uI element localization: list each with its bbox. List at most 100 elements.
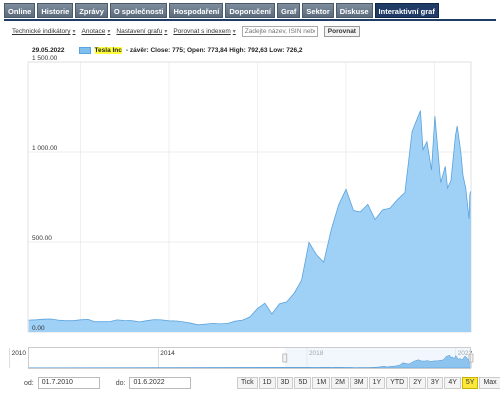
data-point[interactable] (367, 203, 369, 205)
data-point[interactable] (197, 324, 199, 326)
data-point[interactable] (352, 209, 354, 211)
data-point[interactable] (456, 125, 458, 127)
data-point[interactable] (426, 141, 428, 143)
from-date-input[interactable]: 01.7.2010 (37, 377, 100, 389)
data-point[interactable] (308, 241, 310, 243)
data-point[interactable] (300, 279, 302, 281)
data-point[interactable] (123, 319, 125, 321)
data-point[interactable] (145, 319, 147, 321)
data-point[interactable] (182, 321, 184, 323)
range-button-2m[interactable]: 2M (331, 377, 349, 389)
data-point[interactable] (419, 109, 421, 111)
data-point[interactable] (315, 254, 317, 256)
data-point[interactable] (50, 318, 52, 320)
to-date-input[interactable]: 01.6.2022 (129, 377, 192, 389)
range-button-3d[interactable]: 3D (276, 377, 294, 389)
data-point[interactable] (131, 319, 133, 321)
data-point[interactable] (389, 207, 391, 209)
navigator-right-handle[interactable] (468, 353, 474, 363)
data-point[interactable] (79, 319, 81, 321)
tab-historie[interactable]: Historie (37, 3, 74, 18)
range-button-4y[interactable]: 4Y (444, 377, 461, 389)
data-point[interactable] (94, 321, 96, 323)
annotation-menu[interactable]: Anotace ▾ (82, 28, 111, 35)
data-point[interactable] (35, 319, 37, 321)
data-point[interactable] (381, 209, 383, 211)
data-point[interactable] (278, 303, 280, 305)
data-point[interactable] (450, 180, 452, 182)
data-point[interactable] (138, 321, 140, 323)
data-point[interactable] (87, 318, 89, 320)
data-point[interactable] (396, 199, 398, 201)
data-point[interactable] (323, 261, 325, 263)
range-button-3y[interactable]: 3Y (426, 377, 444, 389)
data-point[interactable] (454, 134, 456, 136)
tab-graf[interactable]: Graf (277, 3, 301, 18)
range-button-tick[interactable]: Tick (237, 377, 258, 389)
data-point[interactable] (108, 320, 110, 322)
data-point[interactable] (330, 229, 332, 231)
compare-search-input[interactable] (241, 26, 318, 37)
data-point[interactable] (404, 191, 406, 193)
navigator-frame[interactable] (28, 347, 471, 369)
data-point[interactable] (219, 323, 221, 325)
data-point[interactable] (464, 187, 466, 189)
data-point[interactable] (337, 204, 339, 206)
range-button-2y[interactable]: 2Y (409, 377, 426, 389)
range-button-1d[interactable]: 1D (258, 377, 276, 389)
data-point[interactable] (359, 211, 361, 213)
data-point[interactable] (101, 321, 103, 323)
data-point[interactable] (256, 307, 258, 309)
tab-o-spolecnosti[interactable]: O společnosti (109, 3, 168, 18)
data-point[interactable] (264, 302, 266, 304)
data-point[interactable] (241, 319, 243, 321)
data-point[interactable] (462, 174, 464, 176)
tab-diskuse[interactable]: Diskuse (335, 3, 373, 18)
data-point[interactable] (153, 318, 155, 320)
data-point[interactable] (160, 319, 162, 321)
data-point[interactable] (434, 115, 436, 117)
tab-sektor[interactable]: Sektor (302, 3, 334, 18)
tab-hospodareni[interactable]: Hospodaření (169, 3, 224, 18)
range-button-3m[interactable]: 3M (349, 377, 368, 389)
data-point[interactable] (293, 292, 295, 294)
data-point[interactable] (446, 187, 448, 189)
compare-index-menu[interactable]: Porovnat s indexem ▾ (173, 28, 235, 35)
data-point[interactable] (271, 313, 273, 315)
data-point[interactable] (28, 319, 30, 321)
data-point[interactable] (470, 190, 472, 192)
data-point[interactable] (249, 316, 251, 318)
data-point[interactable] (190, 322, 192, 324)
data-point[interactable] (430, 169, 432, 171)
compare-button[interactable]: Porovnat (323, 26, 360, 37)
range-button-1m[interactable]: 1M (312, 377, 331, 389)
data-point[interactable] (72, 319, 74, 321)
data-point[interactable] (468, 218, 470, 220)
data-point[interactable] (234, 320, 236, 322)
tab-doporuceni[interactable]: Doporučení (225, 3, 275, 18)
data-point[interactable] (116, 319, 118, 321)
range-button-5y[interactable]: 5Y (461, 377, 479, 389)
range-button-max[interactable]: Max (479, 377, 500, 389)
data-point[interactable] (374, 218, 376, 220)
data-point[interactable] (65, 319, 67, 321)
data-point[interactable] (285, 301, 287, 303)
data-point[interactable] (440, 181, 442, 183)
range-button-1y[interactable]: 1Y (368, 377, 386, 389)
tab-online[interactable]: Online (4, 3, 36, 18)
data-point[interactable] (204, 323, 206, 325)
data-point[interactable] (411, 130, 413, 132)
data-point[interactable] (469, 194, 471, 196)
tab-zpravy[interactable]: Zprávy (75, 3, 108, 18)
data-point[interactable] (175, 320, 177, 322)
data-point[interactable] (57, 319, 59, 321)
data-point[interactable] (212, 322, 214, 324)
data-point[interactable] (345, 188, 347, 190)
data-point[interactable] (422, 148, 424, 150)
data-point[interactable] (42, 318, 44, 320)
data-point[interactable] (460, 151, 462, 153)
data-point[interactable] (444, 165, 446, 167)
tab-interaktivni-graf[interactable]: Interaktivní graf (374, 3, 439, 18)
range-button-5d[interactable]: 5D (294, 377, 312, 389)
range-button-ytd[interactable]: YTD (386, 377, 409, 389)
